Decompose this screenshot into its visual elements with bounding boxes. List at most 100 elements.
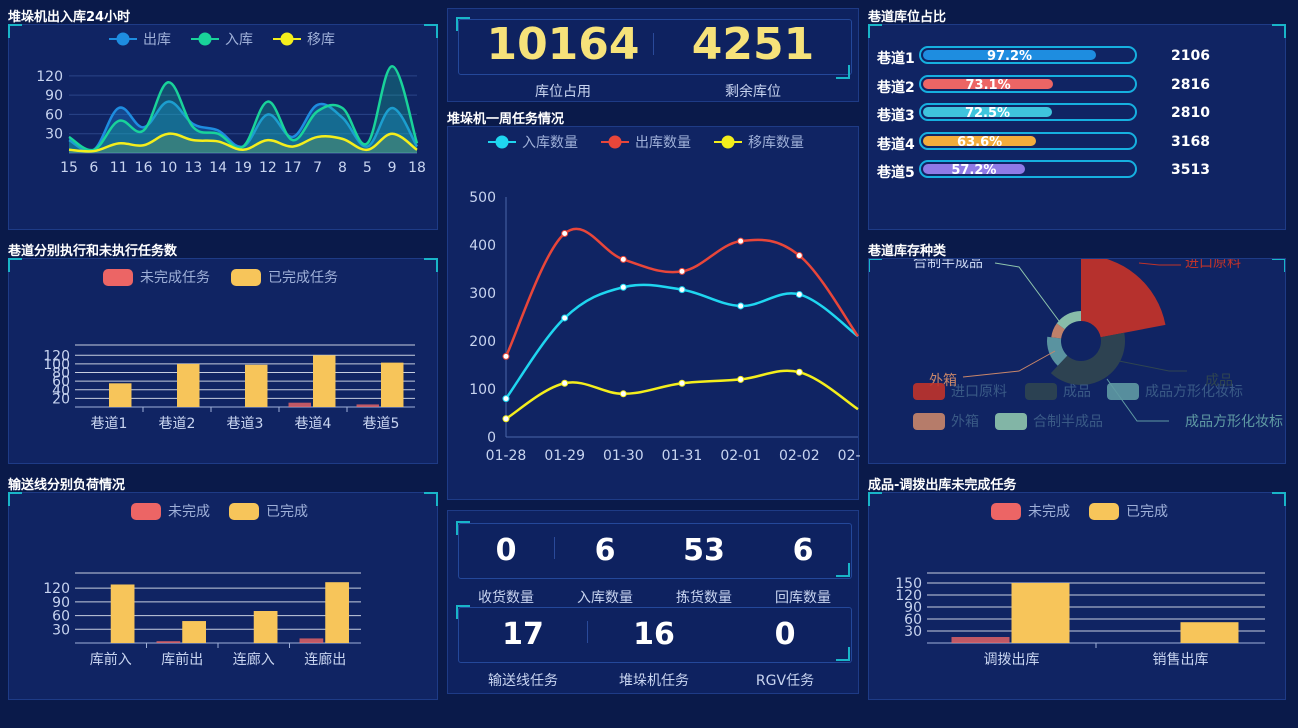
data-point (795, 252, 803, 260)
legend-label-1: 出库数量 (635, 135, 691, 151)
kpi-label: 回库数量 (775, 590, 831, 606)
x-tick: 13 (184, 160, 202, 176)
kpi-value: 0 (774, 617, 796, 652)
lane-row: 巷道3 72.5% 2810 (869, 102, 1289, 126)
kpi-value: 6 (792, 533, 814, 568)
kpi-remaining-label: 剩余库位 (725, 84, 781, 100)
kpi-label: 入库数量 (577, 590, 633, 606)
x-tick: 库前入 (90, 651, 132, 668)
bar-1 (177, 363, 200, 407)
kpi-value: 16 (633, 617, 675, 652)
y-tick: 40 (52, 383, 70, 399)
kpi-label: RGV任务 (755, 673, 815, 689)
series-line-2 (68, 132, 418, 153)
lane-row: 巷道1 97.2% 2106 (869, 45, 1289, 69)
lane-row: 巷道2 73.1% 2816 (869, 74, 1289, 98)
lane-percent: 57.2% (951, 163, 997, 178)
x-tick: 巷道3 (227, 416, 264, 432)
panel-conveyor-title: 输送线分别负荷情况 (8, 478, 126, 493)
y-tick: 120 (36, 69, 63, 85)
x-tick: 销售出库 (1153, 652, 1209, 668)
legend-label-1: 已完成任务 (268, 270, 338, 286)
kpi-label: 堆垛机任务 (619, 673, 689, 689)
x-tick: 01-29 (544, 448, 585, 464)
x-tick: 巷道5 (363, 416, 400, 432)
kpi-label: 收货数量 (478, 590, 534, 606)
kpi-label: 输送线任务 (488, 673, 558, 689)
y-tick: 30 (52, 622, 70, 638)
legend-marker (608, 135, 622, 149)
x-tick: 01-28 (486, 448, 527, 464)
panel-conveyor: 未完成 已完成 120 90 60 30 库前入 库前出 连廊入 连廊出 (8, 492, 438, 700)
bar-0 (156, 641, 181, 643)
lane-value: 3513 (1171, 162, 1210, 178)
x-tick: 6 (89, 160, 98, 176)
legend-swatch (1107, 383, 1139, 400)
legend-swatch (913, 383, 945, 400)
x-tick: 12 (259, 160, 277, 176)
legend-label-1: 已完成 (266, 504, 308, 520)
x-tick: 调拨出库 (984, 652, 1040, 668)
lane-value: 2816 (1171, 76, 1210, 93)
bar-0 (951, 637, 1010, 643)
y-tick: 500 (469, 190, 496, 206)
lane-percent: 73.1% (965, 77, 1011, 93)
legend-marker (495, 135, 509, 149)
panel-finished-title: 成品-调拨出库未完成任务 (868, 478, 1017, 493)
x-tick: 02-01 (720, 448, 761, 464)
bar-1 (182, 621, 206, 643)
y-tick: 120 (43, 581, 70, 597)
x-tick: 巷道2 (159, 416, 196, 432)
data-point (737, 237, 745, 245)
data-point (678, 267, 686, 275)
data-point (795, 290, 803, 298)
lane-value: 2106 (1171, 48, 1210, 64)
y-tick: 60 (52, 374, 70, 390)
x-tick: 14 (209, 160, 227, 176)
data-point (737, 302, 745, 310)
x-tick: 01-30 (603, 448, 644, 464)
area-2 (69, 133, 417, 153)
data-point (619, 390, 627, 398)
x-tick: 19 (234, 160, 252, 176)
lane-name: 巷道4 (877, 136, 915, 153)
legend-swatch (1025, 383, 1057, 400)
panel-lane-exec: 未完成任务 已完成任务 120 100 80 60 40 20 巷道1 巷道2 巷道3 巷道4 巷道5 (8, 258, 438, 464)
legend-label-0: 入库数量 (522, 135, 578, 151)
lane-row: 巷道4 63.6% 3168 (869, 131, 1289, 155)
panel-24h-title: 堆垛机出入库24小时 (8, 10, 131, 25)
legend-swatch (991, 503, 1021, 520)
x-tick: 10 (160, 160, 178, 176)
legend-label-0: 进口原料 (951, 384, 1007, 400)
panel-week-title: 堆垛机一周任务情况 (447, 112, 565, 127)
data-point (502, 395, 510, 403)
chart-24h: 出库 入库 移库 120 90 60 30 15 6 11 16 10 13 14 19 12 17 7 8 5 9 18 (36, 32, 426, 176)
x-tick: 巷道1 (91, 416, 128, 432)
bar-1 (245, 364, 268, 407)
legend-label-2: 成品方形化妆标 (1145, 384, 1243, 400)
kpi-remaining-value: 4251 (691, 19, 815, 70)
kpi-value: 53 (683, 533, 725, 568)
y-tick: 0 (487, 430, 496, 446)
x-tick: 库前出 (161, 651, 203, 668)
lane-progress-bar: 57.2% (919, 160, 1137, 178)
panel-stock-kind: 进口原料 合制半成品 外箱 成品 成品方形化妆标 进口原料 成品 成品方形化妆标 外箱 合制半成品 (868, 258, 1286, 464)
data-point (795, 368, 803, 376)
data-point (619, 255, 627, 263)
bar-1 (110, 584, 135, 643)
lane-progress-bar: 72.5% (919, 103, 1137, 121)
x-tick: 9 (388, 160, 397, 176)
x-tick: 巷道4 (295, 416, 332, 432)
pie-slice-3 (1051, 323, 1065, 339)
x-tick: 18 (408, 160, 426, 176)
legend-label-1: 入库 (225, 32, 253, 48)
y-tick: 60 (45, 107, 63, 123)
legend-swatch (231, 269, 261, 286)
x-tick: 02-02 (779, 448, 820, 464)
pie-slice-0 (1081, 259, 1166, 338)
pie-label-right-bottom: 成品方形化妆标 (1185, 414, 1283, 430)
legend-label-0: 未完成 (168, 504, 210, 520)
y-tick: 30 (45, 127, 63, 143)
bar-0 (288, 402, 311, 407)
